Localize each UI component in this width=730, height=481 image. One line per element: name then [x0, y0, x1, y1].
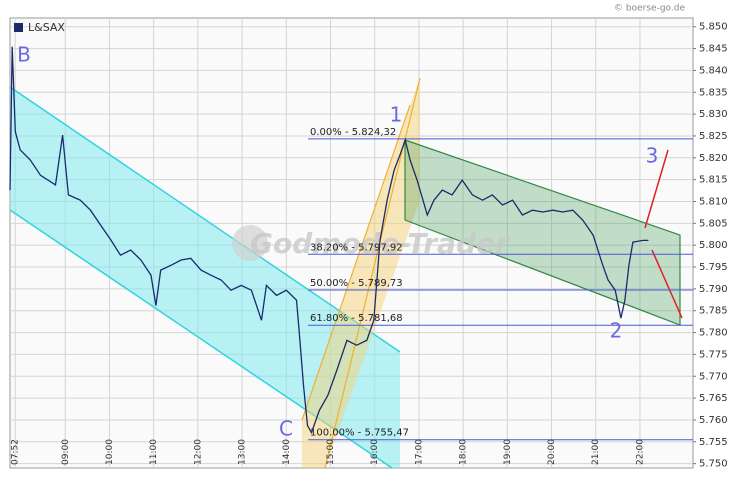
y-tick-label: 5.825 — [699, 131, 728, 142]
fib-label: 61.80% - 5.781,68 — [310, 313, 403, 324]
y-tick-label: 5.780 — [699, 328, 728, 339]
y-tick-label: 5.795 — [699, 262, 728, 273]
x-tick-label: 19:00 — [503, 439, 513, 465]
plot — [9, 46, 649, 435]
x-tick-label: 15:00 — [326, 439, 336, 465]
y-tick-label: 5.750 — [699, 459, 728, 470]
x-tick-label: 10:00 — [105, 439, 115, 465]
x-tick-label: 18:00 — [459, 439, 469, 465]
y-tick-label: 5.805 — [699, 218, 728, 229]
x-tick-label: 20:00 — [547, 439, 557, 465]
y-tick-label: 5.770 — [699, 371, 728, 382]
y-tick-label: 5.790 — [699, 284, 728, 295]
fib-label: 38.20% - 5.797,92 — [310, 242, 403, 253]
y-tick-label: 5.830 — [699, 109, 728, 120]
wave-label: 3 — [646, 144, 659, 168]
legend-swatch — [14, 23, 23, 32]
y-tick-label: 5.835 — [699, 87, 728, 98]
wave-label: B — [17, 43, 31, 67]
price-line — [9, 46, 649, 435]
trend-line — [644, 149, 669, 229]
trend-line — [651, 249, 683, 319]
y-tick-label: 5.755 — [699, 437, 728, 448]
y-tick-label: 5.810 — [699, 196, 728, 207]
y-tick-label: 5.845 — [699, 44, 728, 55]
wave-label: 1 — [390, 103, 403, 127]
x-tick-label: 12:00 — [193, 439, 203, 465]
legend-label: L&SAX — [28, 21, 65, 34]
watermark-logo — [232, 225, 268, 261]
y-tick-label: 5.840 — [699, 65, 728, 76]
x-tick-label: 21:00 — [591, 439, 601, 465]
fib-label: 50.00% - 5.789,73 — [310, 278, 403, 289]
x-tick-label: 07:52 — [11, 439, 21, 465]
y-tick-label: 5.785 — [699, 306, 728, 317]
y-tick-label: 5.820 — [699, 153, 728, 164]
y-tick-label: 5.850 — [699, 22, 728, 33]
fib-levels: 0.00% - 5.824,32 38.20% - 5.797,92 50.00% … — [308, 127, 693, 441]
y-tick-label: 5.815 — [699, 175, 728, 186]
y-tick-label: 5.760 — [699, 415, 728, 426]
channel-yellow — [302, 78, 420, 468]
y-tick-label: 5.775 — [699, 349, 728, 360]
channel-line — [9, 86, 401, 353]
x-tick-label: 14:00 — [282, 439, 292, 465]
x-tick-label: 13:00 — [238, 439, 248, 465]
x-tick-label: 22:00 — [635, 439, 645, 465]
x-tick-label: 09:00 — [61, 439, 71, 465]
channel-line — [301, 104, 411, 421]
fib-label: 100.00% - 5.755,47 — [310, 428, 409, 439]
y-tick-label: 5.800 — [699, 240, 728, 251]
wave-label: C — [279, 417, 293, 441]
fib-label: 0.00% - 5.824,32 — [310, 127, 396, 138]
source: © boerse-go.de — [614, 4, 685, 14]
wave-label: 2 — [610, 319, 623, 343]
x-tick-label: 17:00 — [414, 439, 424, 465]
x-tick-label: 16:00 — [370, 439, 380, 465]
y-tick-label: 5.765 — [699, 393, 728, 404]
x-tick-label: 11:00 — [149, 439, 159, 465]
